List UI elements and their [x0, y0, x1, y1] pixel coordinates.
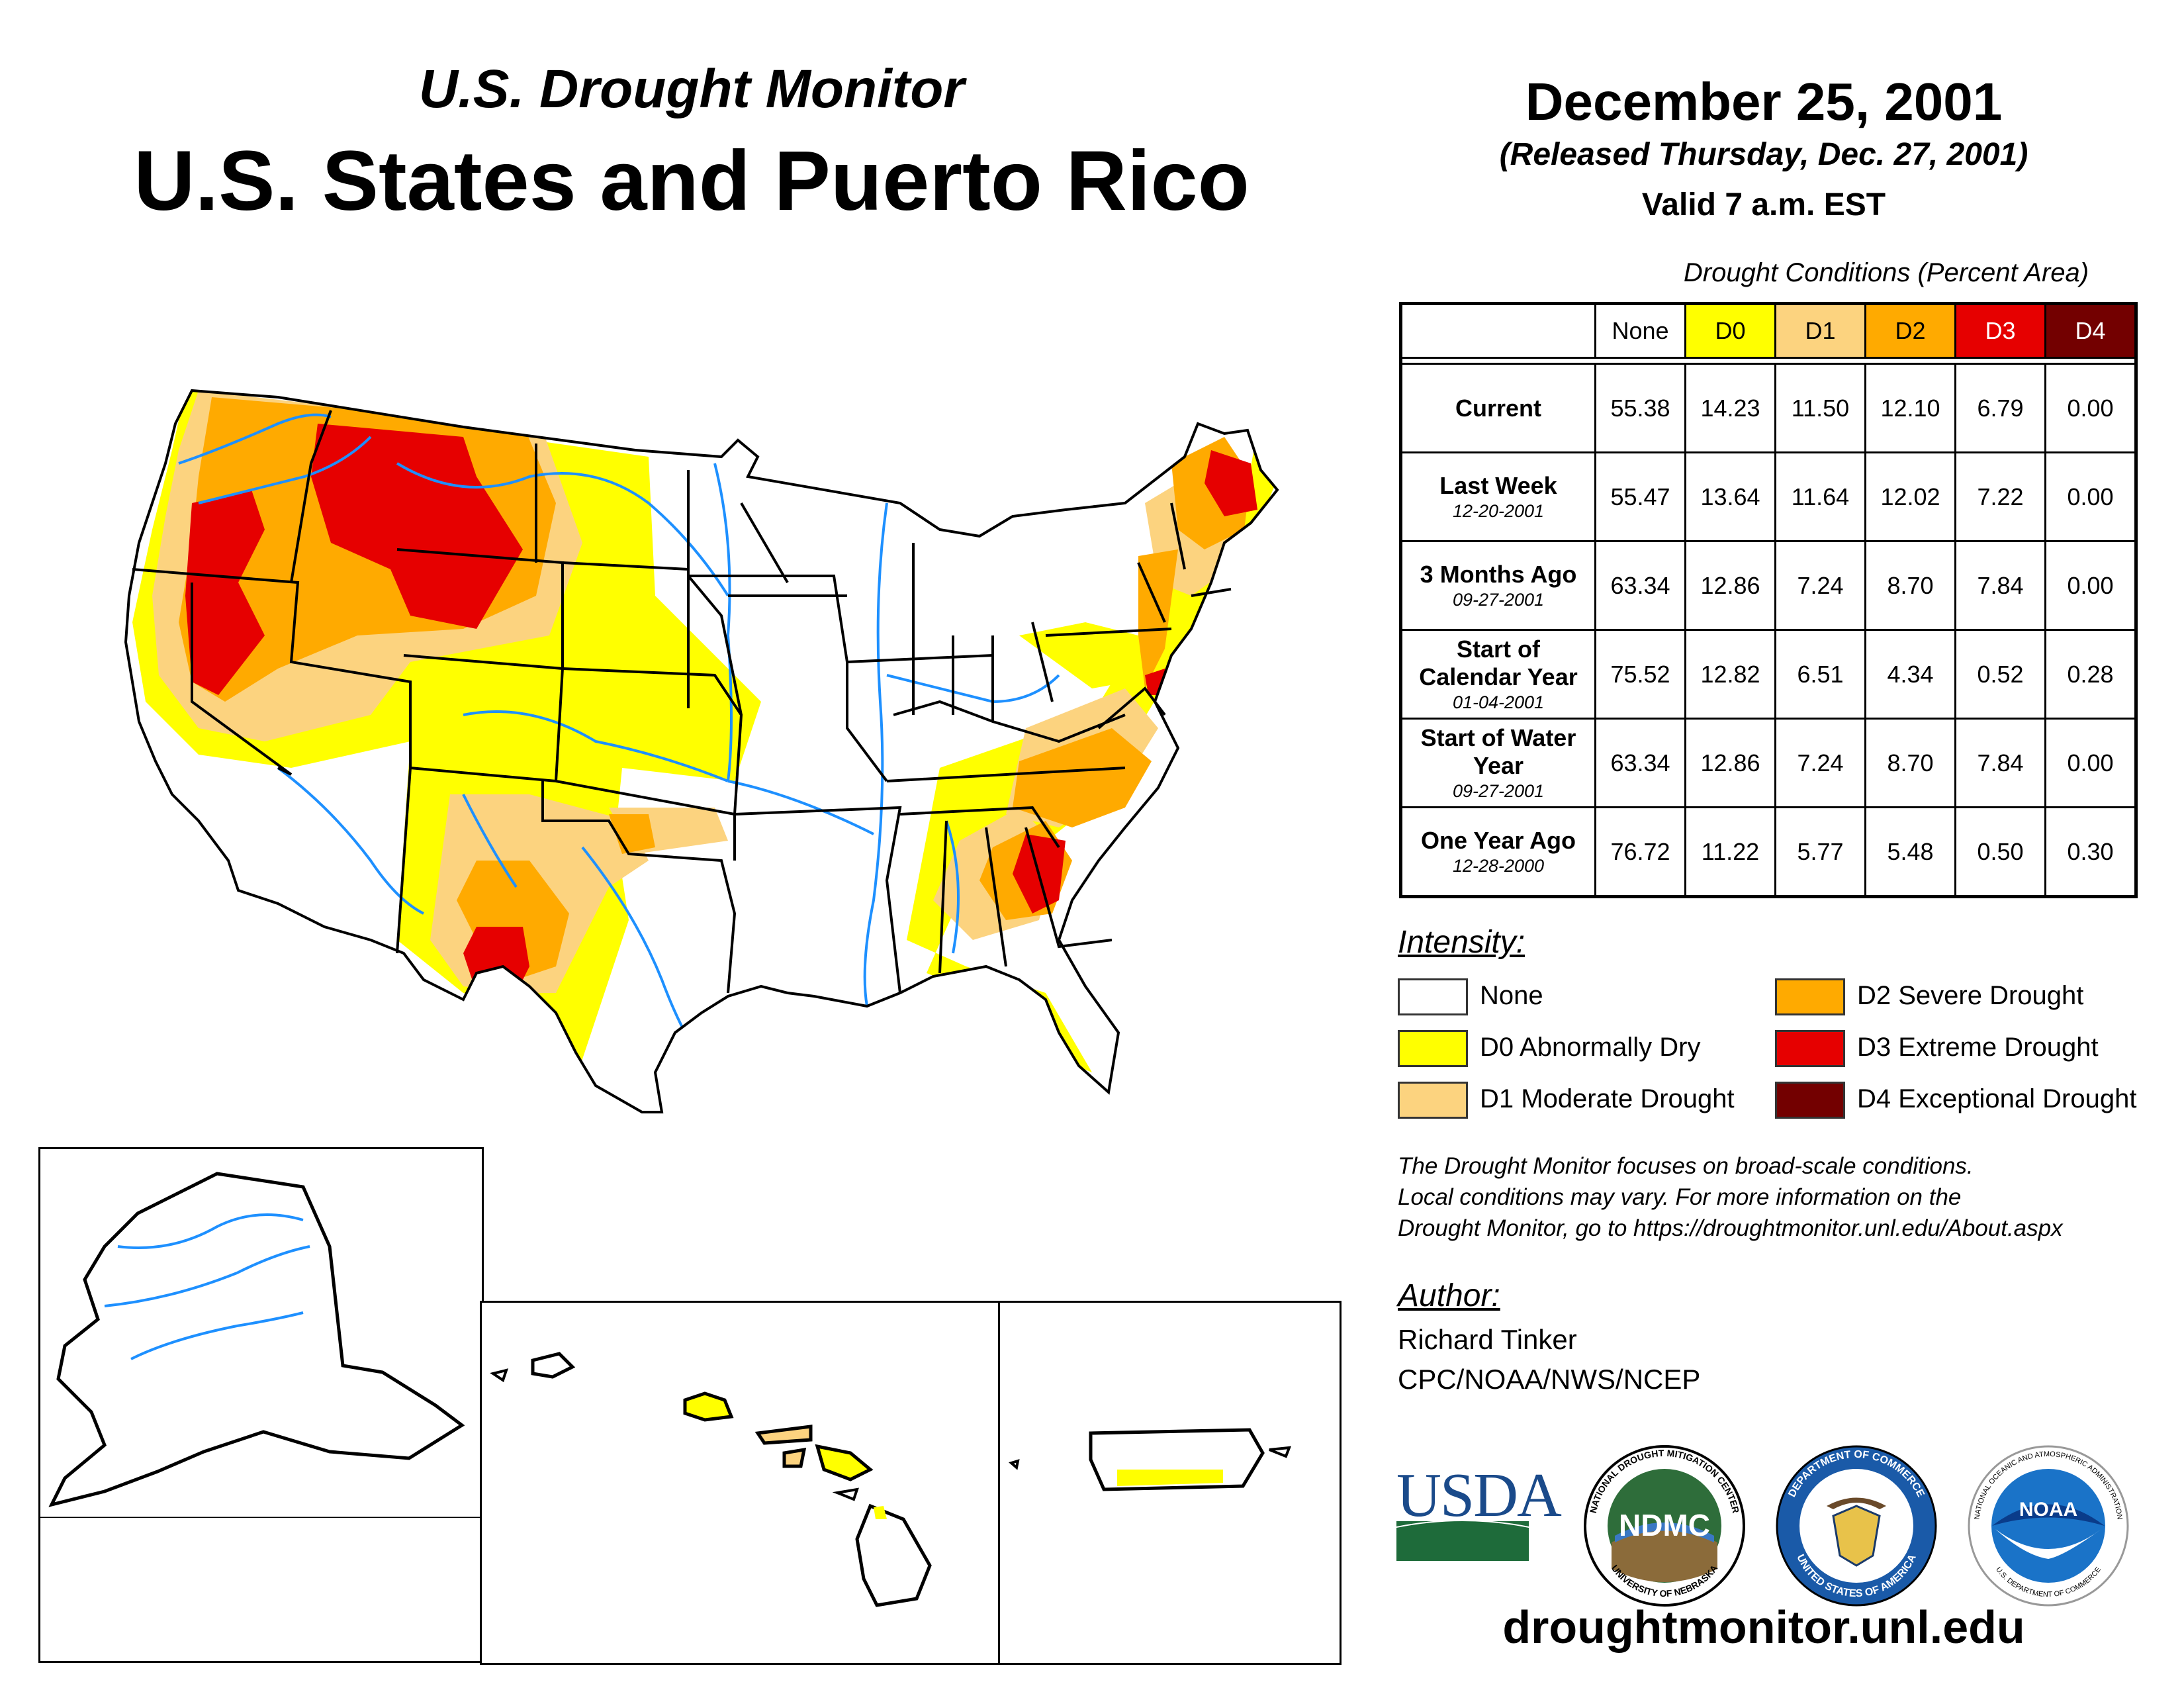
legend-label-d2: D2 Severe Drought	[1857, 981, 2084, 1010]
map-title: U.S. States and Puerto Rico	[134, 134, 1250, 228]
table-cell: 76.72	[1594, 806, 1686, 898]
table-caption: Drought Conditions (Percent Area)	[1683, 258, 2089, 287]
legend-label-d1: D1 Moderate Drought	[1480, 1084, 1735, 1113]
table-cell: 7.24	[1774, 540, 1866, 631]
table-row: Start of Water Year 09-27-2001 63.34 12.8…	[1400, 718, 2137, 808]
note-line: The Drought Monitor focuses on broad-sca…	[1398, 1153, 1974, 1179]
col-header-d3: D3	[1954, 303, 2046, 359]
table-cell: 7.84	[1954, 718, 2046, 808]
legend-label-d3: D3 Extreme Drought	[1857, 1033, 2099, 1062]
col-header-d0: D0	[1684, 303, 1776, 359]
row-date: 12-28-2000	[1452, 855, 1545, 876]
row-label: Start of Calendar Year	[1419, 635, 1578, 690]
row-date: 01-04-2001	[1452, 692, 1545, 712]
row-date: 12-20-2001	[1452, 500, 1545, 521]
table-cell: 55.47	[1594, 451, 1686, 542]
puerto-rico-map	[1008, 1428, 1292, 1491]
table-cell: 0.30	[2044, 806, 2137, 898]
legend-label-none: None	[1480, 981, 1543, 1010]
table-row: One Year Ago 12-28-2000 76.72 11.22 5.77 …	[1400, 806, 2137, 898]
row-label: Last Week	[1439, 471, 1557, 499]
row-label: One Year Ago	[1420, 826, 1576, 854]
table-cell: 8.70	[1864, 540, 1956, 631]
footer-url[interactable]: droughtmonitor.unl.edu	[1502, 1601, 2025, 1653]
table-cell: 5.48	[1864, 806, 1956, 898]
table-cell: 0.00	[2044, 540, 2137, 631]
note-line: Local conditions may vary. For more info…	[1398, 1184, 1962, 1210]
noaa-text: NOAA	[2019, 1499, 2077, 1521]
table-cell: 0.50	[1954, 806, 2046, 898]
noaa-logo: NOAA NATIONAL OCEANIC AND ATMOSPHERIC AD…	[1968, 1445, 2129, 1607]
map-subtitle: U.S. Drought Monitor	[418, 59, 965, 119]
table-cell: 12.86	[1684, 540, 1776, 631]
table-cell: 14.23	[1684, 363, 1776, 453]
table-row: Current 55.38 14.23 11.50 12.10 6.79 0.0…	[1400, 363, 2137, 453]
col-header-d4: D4	[2044, 303, 2137, 359]
table-cell: 63.34	[1594, 540, 1686, 631]
conus-map	[124, 389, 1279, 1113]
table-cell: 0.00	[2044, 363, 2137, 453]
table-cell: 0.28	[2044, 629, 2137, 720]
table-cell: 6.51	[1774, 629, 1866, 720]
table-cell: 12.86	[1684, 718, 1776, 808]
table-row: Last Week 12-20-2001 55.47 13.64 11.64 12…	[1400, 451, 2137, 542]
legend-swatch-d0	[1398, 1030, 1468, 1067]
legend-swatch-d2	[1775, 978, 1845, 1015]
table-cell: 13.64	[1684, 451, 1776, 542]
table-cell: 63.34	[1594, 718, 1686, 808]
table-row: 3 Months Ago 09-27-2001 63.34 12.86 7.24 …	[1400, 540, 2137, 631]
row-label: Start of Water Year	[1420, 724, 1576, 779]
legend-swatch-d1	[1398, 1082, 1468, 1119]
table-cell: 7.84	[1954, 540, 2046, 631]
row-date: 09-27-2001	[1452, 589, 1545, 610]
table-cell: 7.24	[1774, 718, 1866, 808]
author-name: Richard Tinker	[1398, 1324, 1577, 1355]
table-cell: 0.52	[1954, 629, 2046, 720]
map-date: December 25, 2001	[1525, 72, 2003, 131]
table-cell: 12.10	[1864, 363, 1956, 453]
table-cell: 11.22	[1684, 806, 1776, 898]
legend-heading: Intensity:	[1398, 925, 1525, 960]
hawaii-map	[490, 1352, 932, 1607]
table-cell: 8.70	[1864, 718, 1956, 808]
row-label: Current	[1455, 394, 1541, 422]
row-date: 09-27-2001	[1452, 780, 1545, 801]
table-cell: 11.50	[1774, 363, 1866, 453]
table-cell: 4.34	[1864, 629, 1956, 720]
drought-stats-table: None D0 D1 D2 D3 D4 Current 55.38 14.23 …	[1399, 302, 2138, 898]
col-header-none: None	[1594, 303, 1686, 359]
row-label: 3 Months Ago	[1420, 560, 1577, 588]
table-cell: 12.82	[1684, 629, 1776, 720]
table-cell: 12.02	[1864, 451, 1956, 542]
release-date: (Released Thursday, Dec. 27, 2001)	[1499, 137, 2028, 172]
commerce-seal: DEPARTMENT OF COMMERCE UNITED STATES OF …	[1776, 1445, 1937, 1607]
usda-logo	[1396, 1521, 1529, 1561]
table-cell: 0.00	[2044, 451, 2137, 542]
legend-label-d4: D4 Exceptional Drought	[1857, 1084, 2137, 1113]
legend-label-d0: D0 Abnormally Dry	[1480, 1033, 1701, 1062]
table-row: Start of Calendar Year 01-04-2001 75.52 1…	[1400, 629, 2137, 720]
usda-logo-text: USDA	[1396, 1461, 1562, 1530]
ndmc-text: NDMC	[1619, 1508, 1710, 1542]
legend-swatch-d3	[1775, 1030, 1845, 1067]
valid-time: Valid 7 a.m. EST	[1641, 187, 1886, 222]
table-cell: 75.52	[1594, 629, 1686, 720]
col-header-d1: D1	[1774, 303, 1866, 359]
disclaimer-note: The Drought Monitor focuses on broad-sca…	[1398, 1150, 2179, 1244]
table-cell: 5.77	[1774, 806, 1866, 898]
table-cell: 0.00	[2044, 718, 2137, 808]
table-cell: 6.79	[1954, 363, 2046, 453]
col-header-d2: D2	[1864, 303, 1956, 359]
author-heading: Author:	[1398, 1278, 1500, 1313]
ndmc-logo: NDMC NATIONAL DROUGHT MITIGATION CENTER …	[1584, 1445, 1745, 1607]
table-cell: 7.22	[1954, 451, 2046, 542]
author-org: CPC/NOAA/NWS/NCEP	[1398, 1364, 1701, 1395]
note-line[interactable]: Drought Monitor, go to https://droughtmo…	[1398, 1215, 2063, 1241]
aleutians-inset	[38, 1518, 484, 1663]
legend-swatch-d4	[1775, 1082, 1845, 1119]
table-cell: 55.38	[1594, 363, 1686, 453]
legend-swatch-none	[1398, 978, 1468, 1015]
table-cell: 11.64	[1774, 451, 1866, 542]
